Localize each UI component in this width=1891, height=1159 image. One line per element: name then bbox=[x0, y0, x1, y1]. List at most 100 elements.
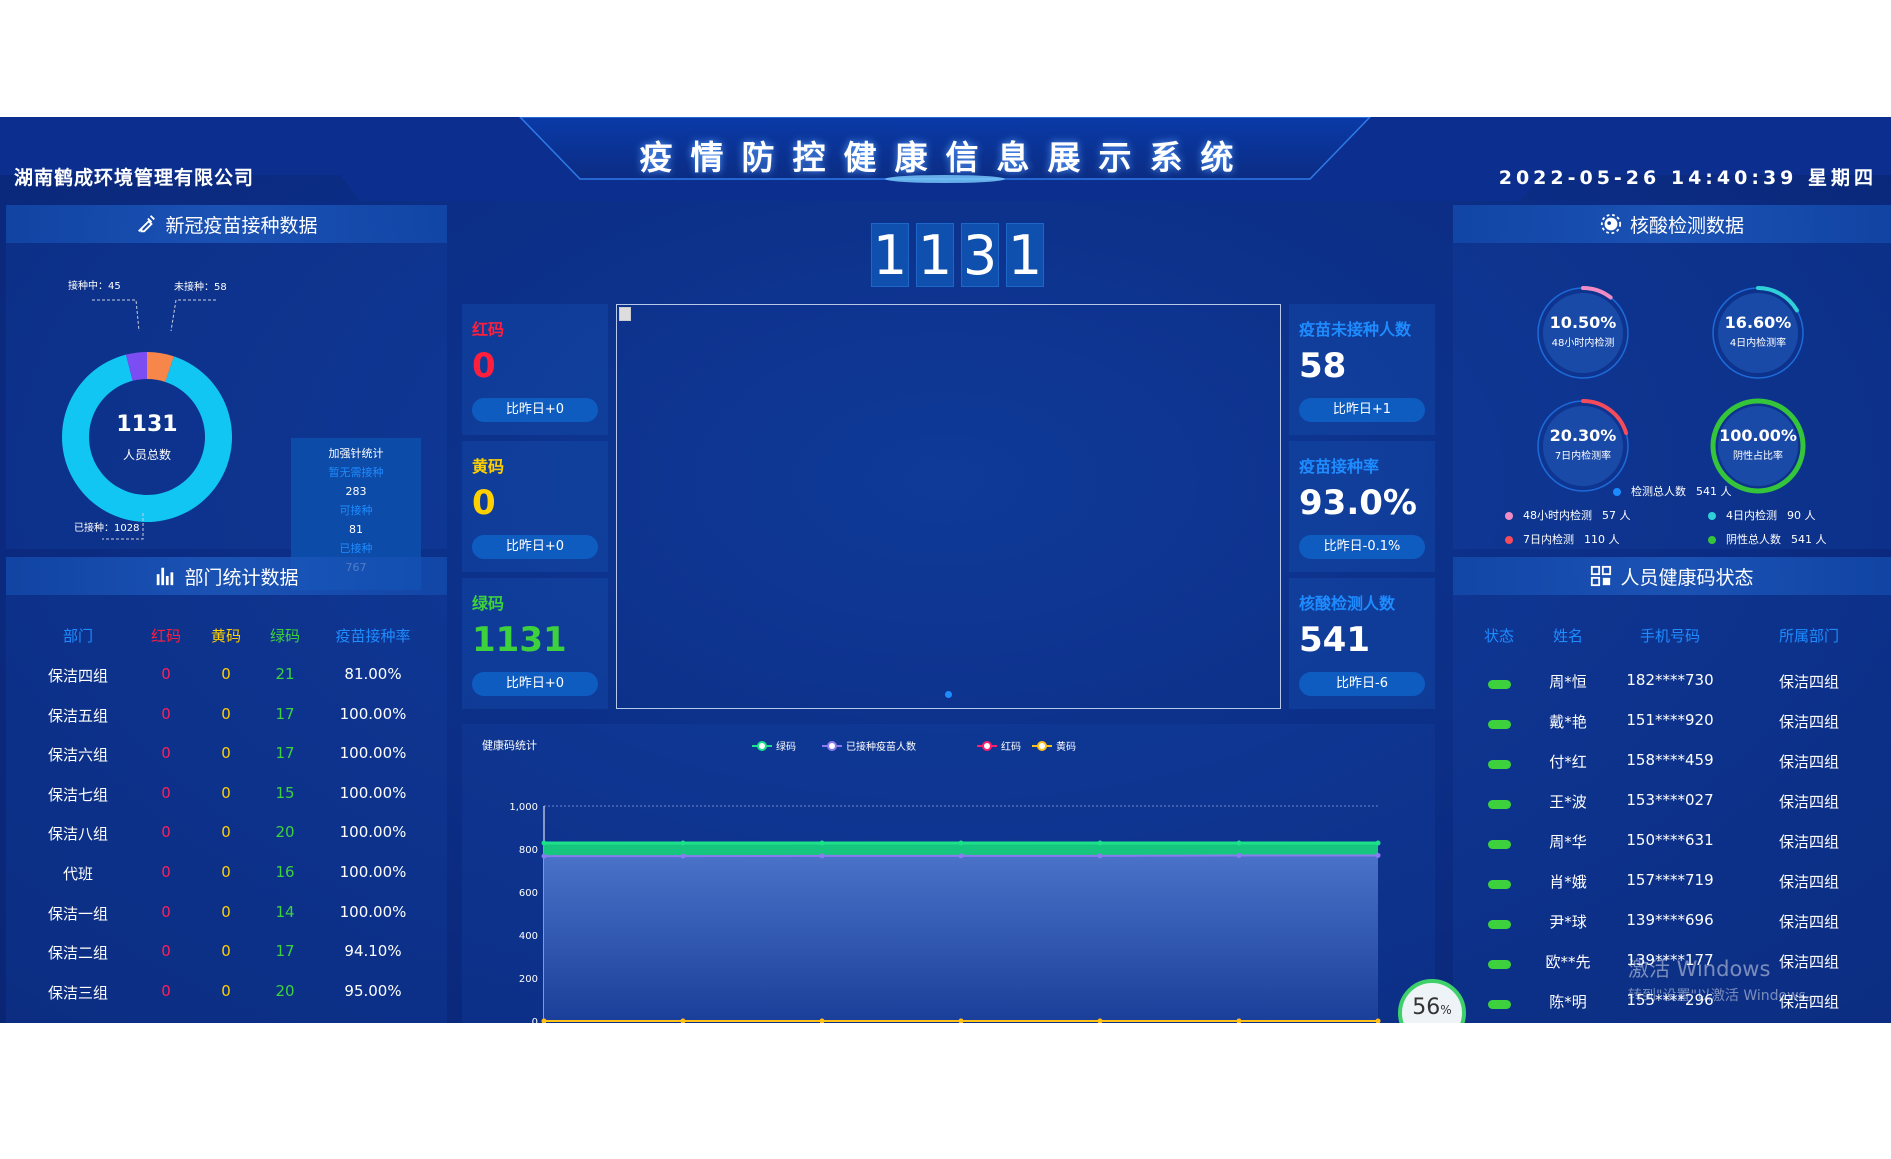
ring-bg bbox=[1718, 293, 1798, 373]
counter-digit: 1 bbox=[916, 223, 954, 287]
ring-bg bbox=[1718, 406, 1798, 486]
ring-label: 阴性占比率 bbox=[1733, 451, 1783, 462]
table-cell: 代班 bbox=[62, 865, 94, 883]
table-header-0: 部门 bbox=[62, 627, 94, 645]
table-cell: 保洁四组 bbox=[47, 667, 109, 685]
card-value: 0 bbox=[472, 483, 496, 523]
data-point bbox=[819, 1018, 825, 1023]
status-indicator bbox=[1488, 960, 1511, 969]
compare-badge: 比昨日+0 bbox=[472, 398, 598, 422]
legend-label: 已接种疫苗人数 bbox=[846, 740, 916, 753]
donut-leader-line bbox=[102, 513, 144, 540]
legend-item: 7日内检测 110 人 bbox=[1505, 531, 1620, 547]
table-cell: 保洁四组 bbox=[1778, 993, 1840, 1011]
table-cell: 0 bbox=[161, 863, 171, 881]
card-value: 1131 bbox=[472, 620, 567, 660]
donut-total-label: 人员总数 bbox=[123, 447, 171, 462]
table-cell: 81.00% bbox=[344, 665, 402, 683]
table-cell: 保洁七组 bbox=[47, 785, 109, 804]
ring-value: 10.50% bbox=[1549, 313, 1617, 332]
table-header-0: 状态 bbox=[1483, 627, 1515, 645]
y-tick-label: 200 bbox=[519, 974, 538, 985]
table-header-4: 疫苗接种率 bbox=[335, 627, 411, 645]
table-cell: 保洁四组 bbox=[1778, 873, 1840, 891]
table-cell: 100.00% bbox=[339, 704, 407, 723]
dept-panel: 部门统计数据 部门 红码 黄码 绿码 疫苗接种率 保洁四组 0 0 21 81.00% 保洁五组 0 0… bbox=[6, 557, 447, 1023]
legend-item: 4日内检测 90 人 bbox=[1708, 507, 1816, 523]
table-cell: 94.10% bbox=[344, 942, 402, 961]
status-indicator bbox=[1488, 840, 1511, 849]
table-cell: 0 bbox=[161, 665, 171, 683]
legend-marker bbox=[982, 741, 992, 751]
ring-value: 20.30% bbox=[1549, 426, 1617, 445]
status-indicator bbox=[1488, 1000, 1511, 1009]
table-cell: 保洁四组 bbox=[1778, 953, 1840, 971]
table-cell: 150****631 bbox=[1626, 831, 1714, 849]
card-value: 58 bbox=[1299, 346, 1347, 386]
left_cards-card-0: 红码 0 比昨日+0 bbox=[462, 304, 608, 435]
table-cell: 0 bbox=[161, 783, 171, 802]
green-area bbox=[544, 842, 1378, 857]
table-cell: 0 bbox=[161, 942, 171, 961]
dept-panel-title: 部门统计数据 bbox=[6, 557, 447, 595]
table-cell: 王*波 bbox=[1549, 793, 1587, 811]
donut-slice-0 bbox=[147, 352, 174, 382]
table-cell: 0 bbox=[161, 1021, 171, 1023]
health-code-chart: 健康码统计02004006008001,0002022.05.182022.05… bbox=[482, 738, 1381, 1023]
table-cell: 100.00% bbox=[339, 783, 407, 802]
data-point bbox=[958, 840, 964, 846]
header-background bbox=[0, 117, 1891, 201]
table-header-2: 手机号码 bbox=[1639, 627, 1701, 645]
card-label: 疫苗未接种人数 bbox=[1299, 320, 1412, 339]
legend-label: 检测总人数 bbox=[1631, 485, 1686, 498]
table-cell: 尹*球 bbox=[1549, 913, 1587, 931]
ring-value: 100.00% bbox=[1719, 426, 1797, 445]
compare-badge: 比昨日-6 bbox=[1299, 672, 1425, 696]
data-point bbox=[541, 853, 547, 859]
data-point bbox=[1236, 852, 1242, 858]
data-point bbox=[819, 853, 825, 859]
people-panel: 人员健康码状态 状态 姓名 手机号码 所属部门 周*恒 182****730 保洁四组 戴*艳… bbox=[1453, 557, 1891, 1023]
vaccine-panel: 新冠疫苗接种数据 1131人员总数未接种：58接种中：45已接种：1028未接种… bbox=[6, 205, 447, 590]
compare-badge: 比昨日+0 bbox=[472, 672, 598, 696]
carousel-dot[interactable] bbox=[945, 691, 952, 698]
ring-label: 48小时内检测 bbox=[1551, 338, 1615, 349]
y-tick-label: 1,000 bbox=[509, 802, 538, 813]
table-cell: 20 bbox=[275, 981, 295, 1000]
legend-dot bbox=[1613, 488, 1621, 496]
compare-badge: 比昨日+1 bbox=[1299, 398, 1425, 422]
data-point bbox=[541, 840, 547, 846]
table-cell: 30 bbox=[275, 1021, 294, 1023]
donut-leader-line bbox=[170, 299, 216, 332]
donut-label: 未接种：58 bbox=[174, 280, 227, 293]
legend-value: 90 人 bbox=[1787, 509, 1816, 522]
table-cell: 20 bbox=[275, 823, 295, 842]
table-header-1: 红码 bbox=[150, 627, 182, 645]
counter-digit: 3 bbox=[961, 223, 999, 287]
data-point bbox=[680, 840, 686, 846]
legend-dot bbox=[1708, 512, 1716, 520]
data-point bbox=[680, 1018, 686, 1023]
data-point bbox=[1097, 1018, 1103, 1023]
table-cell: 周*华 bbox=[1549, 833, 1587, 851]
table-cell: 0 bbox=[221, 981, 231, 1000]
ring-value: 16.60% bbox=[1724, 313, 1792, 332]
table-cell: 139****696 bbox=[1626, 911, 1714, 929]
table-cell: 0 bbox=[161, 823, 171, 842]
card-value: 93.0% bbox=[1299, 483, 1417, 523]
table-cell: 保洁四组 bbox=[1778, 713, 1840, 731]
right_cards-card-0: 疫苗未接种人数 58 比昨日+1 bbox=[1289, 304, 1435, 435]
legend-marker bbox=[1037, 741, 1047, 751]
donut-label: 接种中：45 bbox=[68, 279, 121, 292]
legend-dot bbox=[1505, 536, 1513, 544]
table-cell: 0 bbox=[221, 704, 231, 723]
nucleic-rings bbox=[1536, 286, 1806, 494]
data-point bbox=[1236, 840, 1242, 846]
table-cell: 保洁一组 bbox=[47, 904, 109, 923]
data-point bbox=[819, 840, 825, 846]
legend-marker bbox=[827, 741, 837, 751]
table-cell: 0 bbox=[161, 704, 171, 723]
table-cell: 戴*艳 bbox=[1549, 713, 1587, 731]
ring-text: 16.60% 4日内检测率 bbox=[1713, 313, 1803, 349]
